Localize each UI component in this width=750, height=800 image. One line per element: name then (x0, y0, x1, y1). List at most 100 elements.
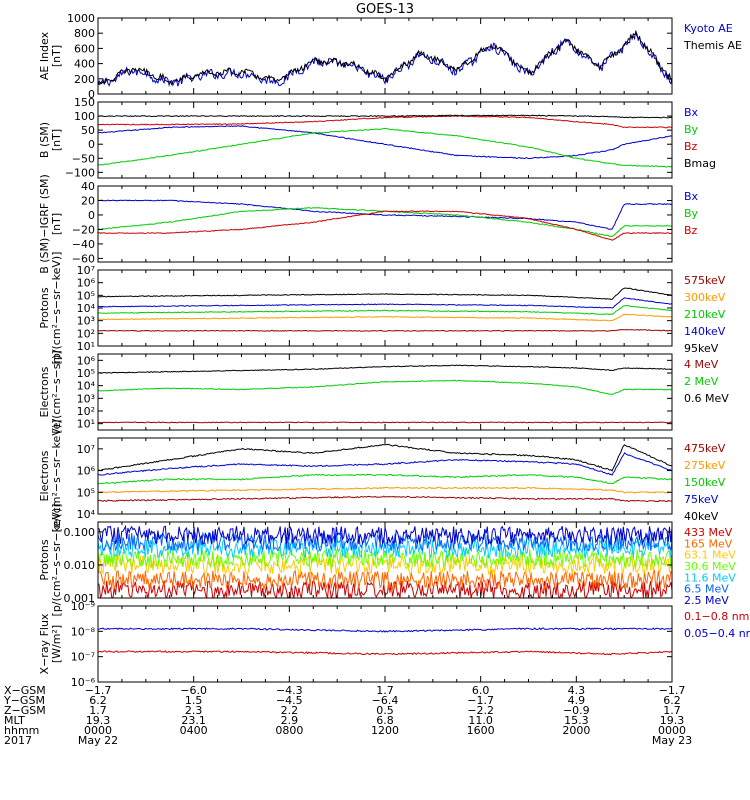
legend-entry: 165 MeV (684, 537, 733, 550)
series-275kev (98, 486, 672, 494)
series-30-6-mev (98, 547, 672, 569)
panel-7: 0.001 0.010 0.100 Protons [p/(cm²−s−sr−keV)]… (38, 504, 736, 617)
ephemeris-value: 1600 (467, 724, 495, 737)
chart-title: GOES-13 (356, 2, 414, 17)
panel-frame (97, 269, 673, 347)
y-axis-label: [nT] (50, 129, 63, 151)
legend-entry: 30.6 MeV (684, 560, 736, 573)
ephemeris-value: 11.0 (468, 714, 493, 727)
panel-1: 0 200 400 600 800 1000 AE Index [nT] Kyoto AE The… (38, 12, 742, 101)
legend-entry: By (684, 207, 699, 220)
ephemeris-value: 2.2 (281, 704, 299, 717)
series-300kev (98, 313, 672, 322)
y-axis-label: [e/(cm²−s−sr)] (50, 350, 63, 433)
legend-entry: 0.6 MeV (684, 392, 729, 405)
ephemeris-value: 1.7 (376, 684, 394, 697)
legend-entry: 6.5 MeV (684, 583, 729, 596)
ephemeris-value: 2.9 (281, 714, 299, 727)
ephemeris-value: 15.3 (564, 714, 589, 727)
y-axis-label: Protons (38, 539, 51, 580)
ephemeris-value: −6.0 (180, 684, 207, 697)
ephemeris-value: 2.3 (185, 704, 203, 717)
legend-entry: 75keV (684, 493, 719, 506)
ephemeris-value: −1.7 (467, 694, 494, 707)
y-axis-label: B (SM)−IGRF (SM) (38, 174, 51, 274)
legend-entry: 4 MeV (684, 358, 719, 371)
series-63-1-mev (98, 554, 672, 576)
y-axis-label: B (SM) (38, 122, 51, 158)
y-tick-label: 10¹ (77, 418, 95, 431)
ephemeris-value: 4.9 (568, 694, 586, 707)
y-tick-label: 0.001 (64, 592, 96, 605)
ephemeris-value: −4.3 (276, 684, 303, 697)
y-tick-label: 10⁴ (77, 380, 96, 393)
y-tick-label: −40 (72, 238, 95, 251)
y-axis-label: Electrons (38, 450, 51, 501)
legend-entry: 433 MeV (684, 526, 733, 539)
y-tick-label: 50 (81, 124, 95, 137)
ephemeris-value: 1200 (371, 724, 399, 737)
y-axis-label: [nT] (50, 45, 63, 67)
ephemeris-row-label: MLT (4, 714, 25, 727)
panel-frame (97, 605, 673, 683)
ephemeris-value: 0000 (658, 724, 686, 737)
y-tick-label: 10⁵ (77, 367, 95, 380)
legend-entry: 2 MeV (684, 375, 719, 388)
y-tick-label: 10² (77, 405, 95, 418)
ephemeris-value: −1.7 (659, 684, 686, 697)
y-tick-label: −100 (65, 166, 95, 179)
ephemeris-row-label: 2017 (4, 734, 32, 747)
series-bz (98, 210, 672, 241)
series-4-mev (98, 421, 672, 424)
ephemeris-value: −6.4 (372, 694, 399, 707)
y-tick-label: 0 (88, 209, 95, 222)
legend-entry: Bmag (684, 157, 716, 170)
legend-entry: 11.6 MeV (684, 571, 736, 584)
series-bx (98, 124, 672, 160)
y-tick-label: 0.010 (64, 559, 96, 572)
y-axis-label: [W/m²] (50, 625, 63, 663)
series-themis-ae (98, 32, 672, 86)
y-tick-label: 150 (74, 96, 95, 109)
ephemeris-table: X−GSMY−GSMZ−GSMMLThhmm2017−1.76.21.719.3… (3, 684, 692, 747)
series-150kev (98, 473, 672, 485)
panel-frame (97, 353, 673, 431)
y-tick-label: 0 (88, 88, 95, 101)
y-tick-label: 200 (74, 73, 95, 86)
ephemeris-value: 4.3 (568, 684, 586, 697)
y-tick-label: 10² (77, 327, 95, 340)
ephemeris-value: 2000 (562, 724, 590, 737)
y-tick-label: 10⁶ (77, 354, 96, 367)
y-tick-label: 10³ (77, 315, 95, 328)
series-11-6-mev (98, 537, 672, 559)
y-tick-label: 10³ (77, 392, 95, 405)
ephemeris-value: 0800 (275, 724, 303, 737)
y-tick-label: 10⁻⁶ (71, 676, 96, 689)
y-tick-label: 10¹ (77, 340, 95, 353)
panel-6: 10⁴ 10⁵ 10⁶ 10⁷ Electrons [e/(cm²−s−sr−keV)] 4… (38, 420, 726, 533)
y-tick-label: 20 (81, 194, 95, 207)
y-axis-label: [e/(cm²−s−sr−keV)] (50, 420, 63, 533)
series-40kev (98, 443, 672, 472)
legend-entry: Bz (684, 224, 698, 237)
ephemeris-value: 23.1 (181, 714, 206, 727)
ephemeris-row-label: hhmm (4, 724, 39, 737)
y-tick-label: 10⁵ (77, 289, 95, 302)
legend-entry: Kyoto AE (684, 22, 733, 35)
ephemeris-value: 6.2 (663, 694, 681, 707)
legend-entry: 575keV (684, 274, 726, 287)
legend-entry: Themis AE (683, 39, 742, 52)
ephemeris-value: May 23 (652, 734, 692, 747)
y-tick-label: 0 (88, 138, 95, 151)
legend-entry: 150keV (684, 476, 726, 489)
y-axis-label: [p/(cm²−s−sr−keV)] (50, 504, 63, 617)
ephemeris-value: −1.7 (85, 684, 112, 697)
series-bmag (98, 114, 672, 119)
y-tick-label: 1000 (67, 12, 95, 25)
series-475kev (98, 495, 672, 503)
legend-entry: Bz (684, 140, 698, 153)
y-tick-label: 10⁻⁷ (71, 651, 95, 664)
